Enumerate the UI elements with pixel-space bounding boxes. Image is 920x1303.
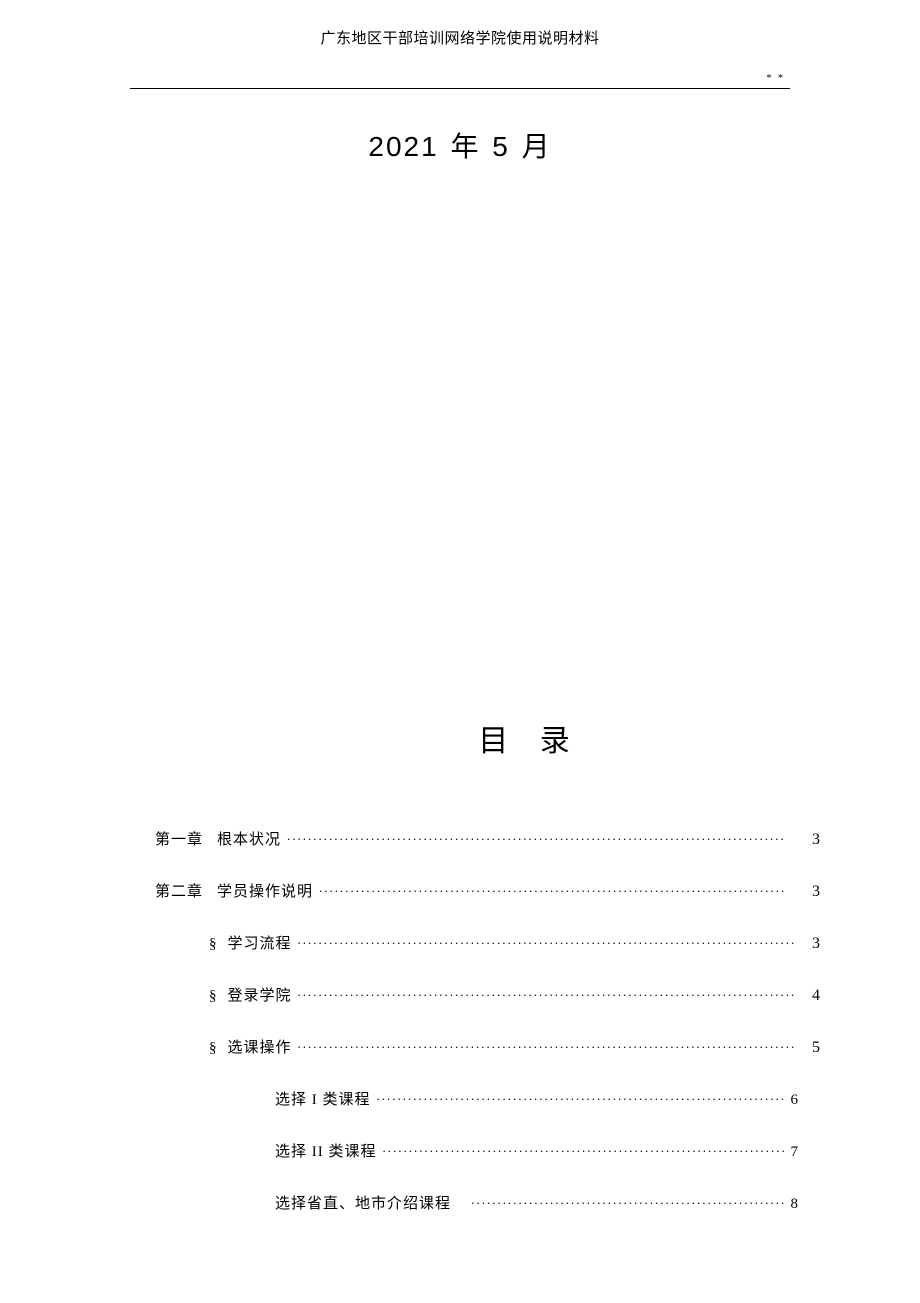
date-heading: 2021 年 5 月: [0, 125, 920, 165]
toc-entry-section-login: §登录学院 4: [155, 984, 820, 1005]
toc-page-number: 3: [802, 935, 820, 953]
toc-label: 第二章学员操作说明: [155, 880, 313, 901]
toc-entry-section-course-select: §选课操作 5: [155, 1036, 820, 1057]
toc-entry-section-study-flow: §学习流程 3: [155, 932, 820, 953]
toc-label: §登录学院: [209, 984, 292, 1005]
toc-label: 第一章根本状况: [155, 828, 281, 849]
toc-leader-dots: [471, 1193, 786, 1208]
header-rule: [130, 88, 790, 89]
toc-page-number: 6: [788, 1092, 798, 1109]
toc-title: 目 录: [0, 716, 920, 760]
running-header: 广东地区干部培训网络学院使用说明材料: [0, 0, 920, 52]
header-marks: * *: [767, 73, 786, 84]
toc-label: §学习流程: [209, 932, 292, 953]
toc-entry-subsection-type-2: 选择 II 类课程 7: [155, 1140, 820, 1161]
toc-leader-dots: [319, 881, 786, 896]
toc-page-number: 5: [802, 1039, 820, 1057]
toc-leader-dots: [298, 985, 796, 1000]
toc-leader-dots: [287, 829, 786, 844]
toc-page-number: 3: [792, 831, 820, 849]
toc-entry-subsection-type-1: 选择 I 类课程 6: [155, 1088, 820, 1109]
toc-label: 选择省直、地市介绍课程: [275, 1192, 465, 1213]
toc-leader-dots: [298, 1037, 796, 1052]
toc-label: §选课操作: [209, 1036, 292, 1057]
toc-leader-dots: [377, 1089, 787, 1104]
toc-label: 选择 I 类课程: [275, 1088, 371, 1109]
toc-page-number: 7: [788, 1144, 798, 1161]
toc-label: 选择 II 类课程: [275, 1140, 377, 1161]
toc-page-number: 3: [792, 883, 820, 901]
toc-leader-dots: [383, 1141, 787, 1156]
toc-entry-chapter-1: 第一章根本状况 3: [155, 828, 820, 849]
toc-page-number: 4: [802, 987, 820, 1005]
toc-entry-chapter-2: 第二章学员操作说明 3: [155, 880, 820, 901]
toc-page-number: 8: [788, 1196, 798, 1213]
toc-entry-subsection-provincial: 选择省直、地市介绍课程 8: [155, 1192, 820, 1213]
toc-container: 第一章根本状况 3 第二章学员操作说明 3 §学习流程 3 §登录学院 4 §选…: [155, 828, 820, 1244]
toc-leader-dots: [298, 933, 796, 948]
